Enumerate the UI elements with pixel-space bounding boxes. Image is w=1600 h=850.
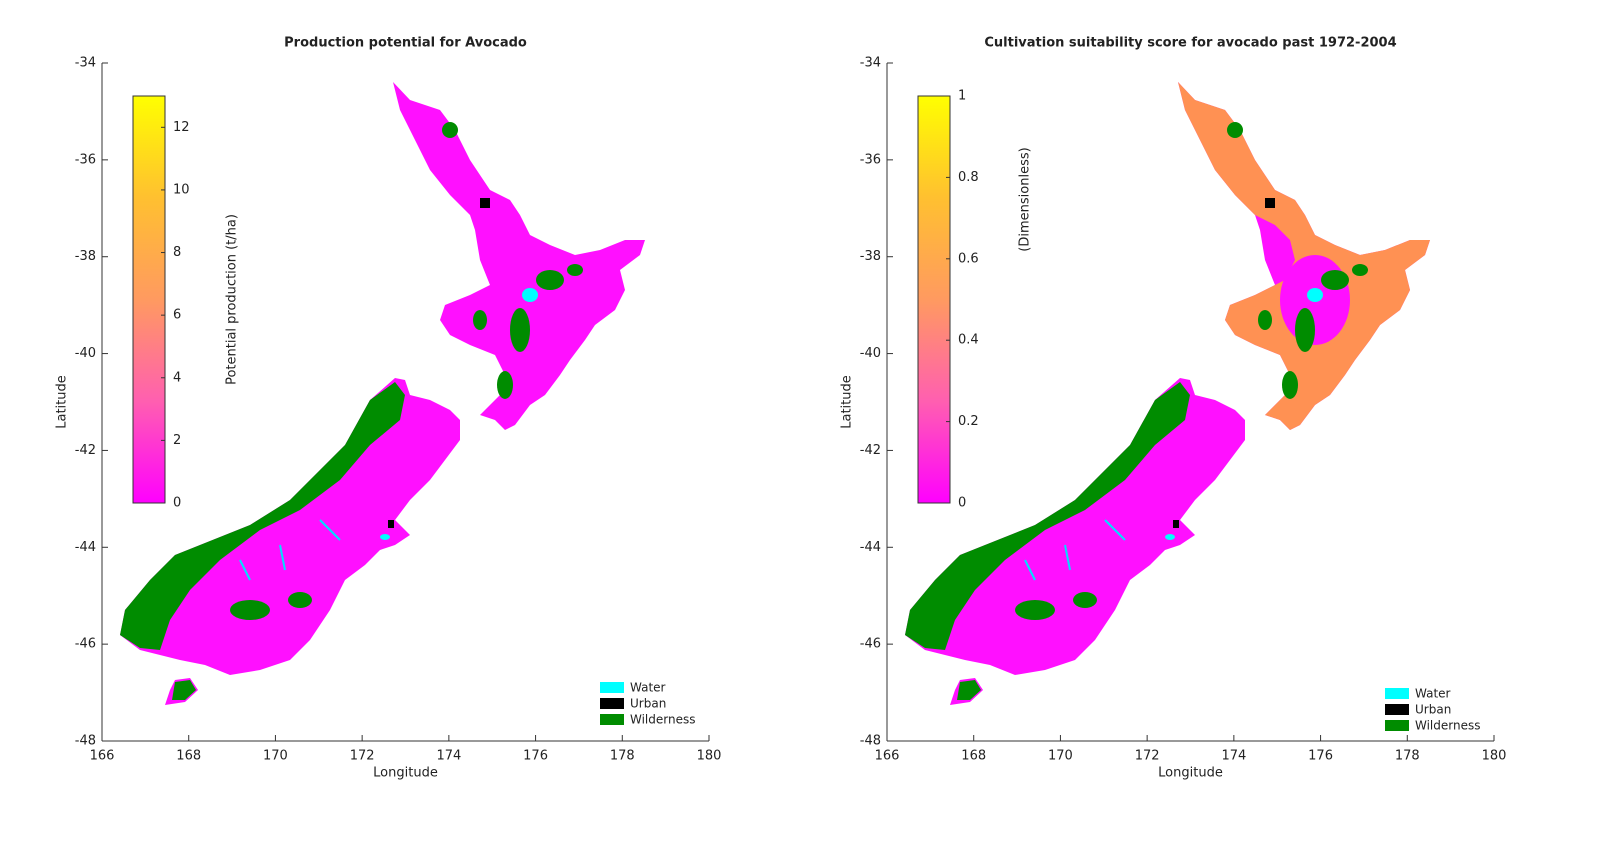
y-tick-label: -46 — [860, 637, 881, 652]
legend-label: Wilderness — [630, 713, 695, 727]
y-tick-label: -46 — [75, 637, 96, 652]
legend-label: Water — [630, 681, 666, 695]
y-tick-label: -42 — [860, 443, 881, 458]
colorbar-tick-label: 6 — [173, 308, 181, 323]
y-tick-label: -38 — [860, 249, 881, 264]
colorbar-tick-label: 4 — [173, 370, 181, 385]
colorbar-label: Potential production (t/ha) — [225, 214, 240, 385]
legend-label: Urban — [630, 697, 666, 711]
x-tick-label: 180 — [697, 749, 722, 764]
legend-swatch — [1385, 704, 1409, 715]
chart-title: Cultivation suitability score for avocad… — [984, 36, 1396, 51]
legend-swatch — [1385, 720, 1409, 731]
colorbar-tick-label: 0.2 — [958, 414, 979, 429]
colorbar-tick-label: 0 — [173, 496, 181, 511]
x-tick-label: 166 — [875, 749, 900, 764]
y-tick-label: -34 — [860, 56, 881, 71]
map-shapes — [119, 82, 1430, 705]
y-tick-label: -48 — [860, 734, 881, 749]
x-tick-label: 174 — [1221, 749, 1246, 764]
x-axis-label: Longitude — [1158, 766, 1223, 781]
y-tick-label: -40 — [75, 346, 96, 361]
colorbar-tick-label: 10 — [173, 182, 190, 197]
y-axis-label: Latitude — [55, 375, 70, 429]
x-axis-label: Longitude — [373, 766, 438, 781]
x-tick-label: 180 — [1482, 749, 1507, 764]
y-tick-label: -36 — [860, 152, 881, 167]
colorbar-tick-label: 1 — [958, 89, 966, 104]
colorbar-tick-label: 2 — [173, 433, 181, 448]
x-tick-label: 172 — [1135, 749, 1160, 764]
colorbar — [132, 95, 166, 504]
x-tick-label: 170 — [1048, 749, 1073, 764]
y-tick-label: -44 — [860, 540, 881, 555]
x-tick-label: 168 — [961, 749, 986, 764]
legend-label: Wilderness — [1415, 719, 1480, 733]
legend-label: Water — [1415, 687, 1451, 701]
y-tick-label: -42 — [75, 443, 96, 458]
x-tick-label: 172 — [350, 749, 375, 764]
y-tick-label: -40 — [860, 346, 881, 361]
colorbar — [917, 95, 951, 504]
y-tick-label: -36 — [75, 152, 96, 167]
legend-label: Urban — [1415, 703, 1451, 717]
colorbar-tick-label: 8 — [173, 245, 181, 260]
y-tick-label: -48 — [75, 734, 96, 749]
y-tick-label: -44 — [75, 540, 96, 555]
colorbar-tick-label: 12 — [173, 120, 190, 135]
colorbar-tick-label: 0.4 — [958, 333, 979, 348]
x-tick-label: 178 — [610, 749, 635, 764]
x-tick-label: 178 — [1395, 749, 1420, 764]
x-tick-label: 176 — [523, 749, 548, 764]
colorbar-tick-label: 0.6 — [958, 251, 979, 266]
x-tick-label: 166 — [90, 749, 115, 764]
y-tick-label: -34 — [75, 56, 96, 71]
legend-swatch — [600, 714, 624, 725]
colorbar-tick-label: 0 — [958, 496, 966, 511]
x-tick-label: 170 — [263, 749, 288, 764]
x-tick-label: 176 — [1308, 749, 1333, 764]
x-tick-label: 174 — [436, 749, 461, 764]
chart-title: Production potential for Avocado — [284, 36, 527, 51]
y-axis-label: Latitude — [840, 375, 855, 429]
legend-swatch — [600, 682, 624, 693]
x-tick-label: 168 — [176, 749, 201, 764]
colorbar-label: (Dimensionless) — [1018, 147, 1033, 251]
colorbar-tick-label: 0.8 — [958, 170, 979, 185]
legend-swatch — [1385, 688, 1409, 699]
legend-swatch — [600, 698, 624, 709]
y-tick-label: -38 — [75, 249, 96, 264]
